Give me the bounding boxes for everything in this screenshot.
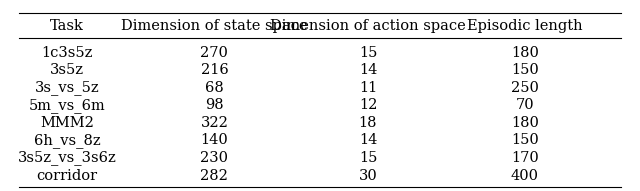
- Text: 1c3s5z: 1c3s5z: [42, 45, 93, 60]
- Text: 400: 400: [511, 168, 539, 183]
- Text: 18: 18: [359, 116, 377, 130]
- Text: 68: 68: [205, 81, 224, 95]
- Text: 6h_vs_8z: 6h_vs_8z: [34, 133, 100, 148]
- Text: 11: 11: [359, 81, 377, 95]
- Text: 12: 12: [359, 98, 377, 112]
- Text: Episodic length: Episodic length: [467, 19, 582, 33]
- Text: 3s_vs_5z: 3s_vs_5z: [35, 80, 99, 95]
- Text: Dimension of action space: Dimension of action space: [270, 19, 466, 33]
- Text: MMM2: MMM2: [40, 116, 94, 130]
- Text: 180: 180: [511, 116, 539, 130]
- Text: 70: 70: [515, 98, 534, 112]
- Text: Dimension of state space: Dimension of state space: [121, 19, 308, 33]
- Text: 3s5z: 3s5z: [50, 63, 84, 77]
- Text: 150: 150: [511, 133, 539, 147]
- Text: 98: 98: [205, 98, 224, 112]
- Text: 15: 15: [359, 151, 377, 165]
- Text: 30: 30: [358, 168, 378, 183]
- Text: 14: 14: [359, 63, 377, 77]
- Text: 14: 14: [359, 133, 377, 147]
- Text: 180: 180: [511, 45, 539, 60]
- Text: 170: 170: [511, 151, 539, 165]
- Text: 270: 270: [200, 45, 228, 60]
- Text: 140: 140: [200, 133, 228, 147]
- Text: 250: 250: [511, 81, 539, 95]
- Text: Task: Task: [51, 19, 84, 33]
- Text: 15: 15: [359, 45, 377, 60]
- Text: corridor: corridor: [36, 168, 98, 183]
- Text: 282: 282: [200, 168, 228, 183]
- Text: 216: 216: [200, 63, 228, 77]
- Text: 3s5z_vs_3s6z: 3s5z_vs_3s6z: [18, 151, 116, 165]
- Text: 230: 230: [200, 151, 228, 165]
- Text: 5m_vs_6m: 5m_vs_6m: [29, 98, 106, 113]
- Text: 150: 150: [511, 63, 539, 77]
- Text: 322: 322: [200, 116, 228, 130]
